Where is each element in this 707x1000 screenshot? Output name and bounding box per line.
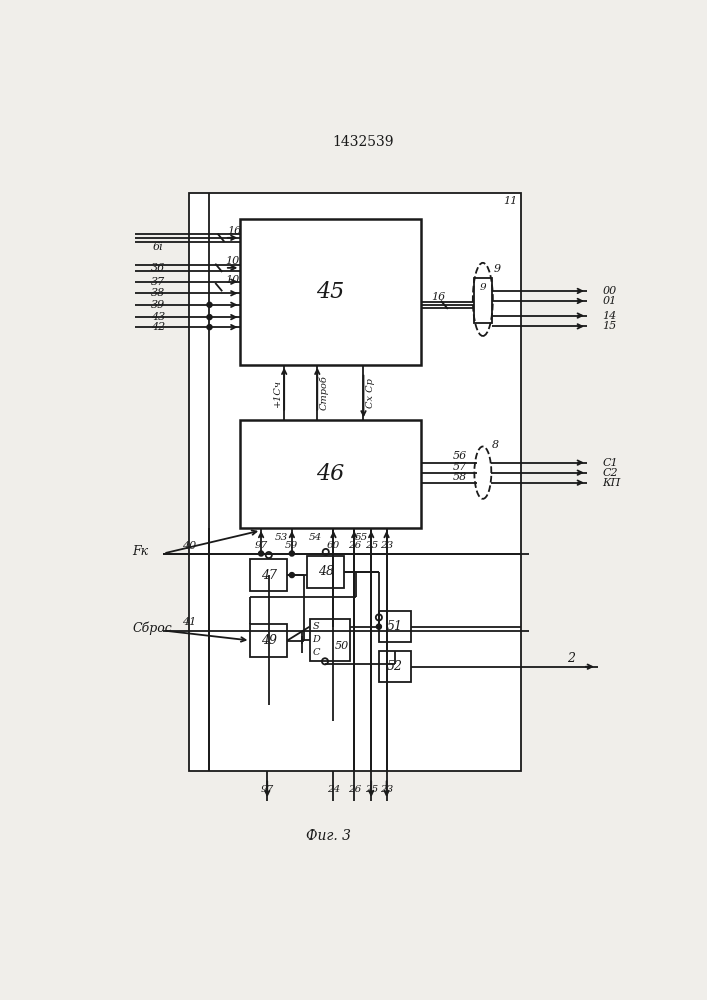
Text: 10: 10 xyxy=(226,256,240,266)
Text: Фиг. 3: Фиг. 3 xyxy=(306,829,351,843)
Text: D: D xyxy=(312,635,320,644)
Text: 16: 16 xyxy=(431,292,445,302)
Text: 26: 26 xyxy=(348,541,361,550)
Text: 9: 9 xyxy=(493,264,501,274)
Text: 57: 57 xyxy=(452,462,467,472)
Text: Строб: Строб xyxy=(320,375,329,410)
Text: 6i: 6i xyxy=(153,242,163,252)
Bar xyxy=(379,651,411,682)
Circle shape xyxy=(207,315,212,319)
Bar xyxy=(379,611,411,642)
Circle shape xyxy=(259,551,264,556)
Bar xyxy=(308,556,344,588)
Text: 48: 48 xyxy=(317,565,334,578)
Circle shape xyxy=(207,302,212,307)
Text: 23: 23 xyxy=(380,785,393,794)
Bar xyxy=(310,619,350,661)
Text: +1Сч: +1Сч xyxy=(273,379,282,407)
Text: 97: 97 xyxy=(261,785,274,794)
Text: 39: 39 xyxy=(151,300,165,310)
Text: 37: 37 xyxy=(151,277,165,287)
Bar xyxy=(240,420,421,528)
Circle shape xyxy=(207,325,212,329)
Text: 10: 10 xyxy=(226,275,240,285)
Text: 8: 8 xyxy=(491,440,498,450)
Circle shape xyxy=(290,551,294,556)
Text: 38: 38 xyxy=(151,288,165,298)
Text: 26: 26 xyxy=(348,785,361,794)
Text: 25: 25 xyxy=(365,785,378,794)
Text: 47: 47 xyxy=(261,569,276,582)
Text: 54: 54 xyxy=(308,533,322,542)
Text: 59: 59 xyxy=(285,541,298,550)
Text: 60: 60 xyxy=(327,541,340,550)
Bar xyxy=(240,219,421,365)
Text: 52: 52 xyxy=(387,660,403,673)
Text: 41: 41 xyxy=(182,617,196,627)
Text: 24: 24 xyxy=(327,785,340,794)
Text: Сброс: Сброс xyxy=(132,621,173,635)
Text: 49: 49 xyxy=(261,634,276,647)
Text: C: C xyxy=(312,648,320,657)
Circle shape xyxy=(290,573,294,577)
Bar xyxy=(250,624,287,657)
Text: 14: 14 xyxy=(602,311,617,321)
Bar xyxy=(474,278,492,323)
Text: 43: 43 xyxy=(151,312,165,322)
Bar xyxy=(250,559,287,591)
Text: 45: 45 xyxy=(316,281,344,303)
Text: 51: 51 xyxy=(387,620,403,633)
Text: 53: 53 xyxy=(275,533,288,542)
Text: 11: 11 xyxy=(503,196,518,206)
Text: 58: 58 xyxy=(452,472,467,482)
Text: 15: 15 xyxy=(602,321,617,331)
Text: 97: 97 xyxy=(255,541,268,550)
Text: 56: 56 xyxy=(452,451,467,461)
Text: S: S xyxy=(313,622,320,631)
Text: 1432539: 1432539 xyxy=(332,135,394,149)
Text: 00: 00 xyxy=(602,286,617,296)
Text: 46: 46 xyxy=(316,463,344,485)
Text: C1: C1 xyxy=(602,458,618,468)
Text: Fк: Fк xyxy=(132,545,148,558)
Text: C2: C2 xyxy=(602,468,618,478)
Text: 42: 42 xyxy=(151,322,165,332)
Text: Сх Ср: Сх Ср xyxy=(366,378,375,408)
Text: 2: 2 xyxy=(568,652,575,666)
Bar xyxy=(189,193,521,771)
Text: 40: 40 xyxy=(182,541,196,551)
Text: 23: 23 xyxy=(380,541,393,550)
Circle shape xyxy=(377,624,381,629)
Text: 36: 36 xyxy=(151,263,165,273)
Text: 01: 01 xyxy=(602,296,617,306)
Text: КП: КП xyxy=(602,478,621,488)
Text: 50: 50 xyxy=(335,641,349,651)
Text: 9: 9 xyxy=(479,283,486,292)
Text: 16: 16 xyxy=(227,226,241,236)
Text: 25: 25 xyxy=(365,541,378,550)
Text: 55: 55 xyxy=(354,533,368,542)
